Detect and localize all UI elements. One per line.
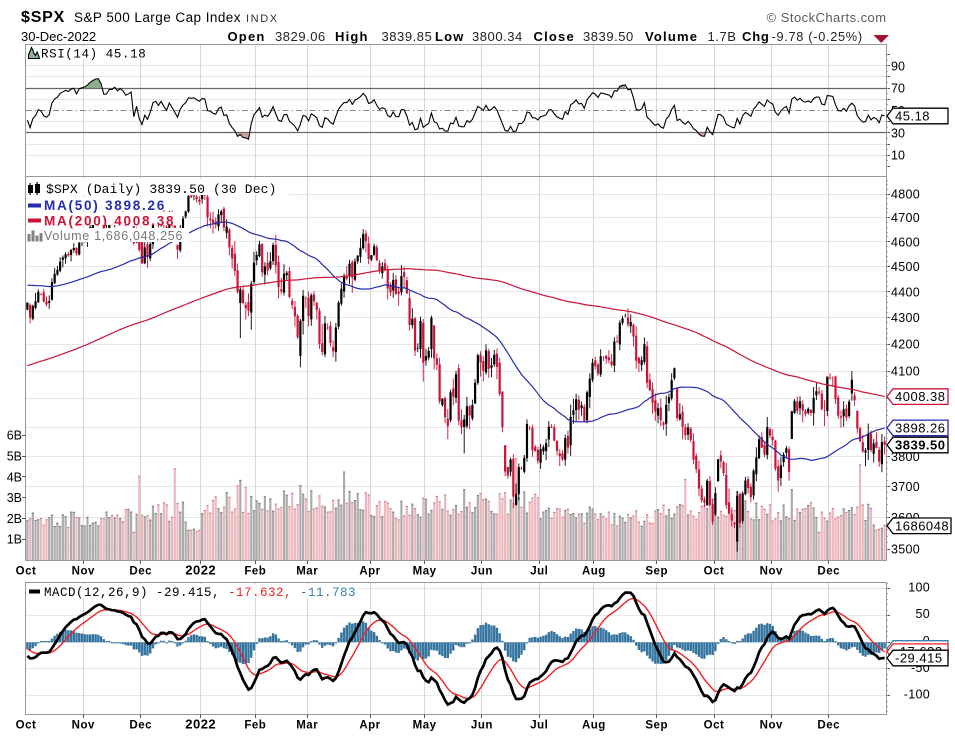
svg-text:4500: 4500 [891, 260, 920, 274]
svg-text:Oct: Oct [704, 720, 725, 732]
svg-text:70: 70 [891, 82, 905, 96]
svg-text:Mar: Mar [296, 720, 318, 732]
svg-text:2022: 2022 [185, 563, 216, 578]
svg-text:-9.78 (-0.25%): -9.78 (-0.25%) [772, 29, 863, 44]
svg-text:Nov: Nov [760, 720, 783, 732]
svg-text:Close: Close [534, 29, 575, 44]
svg-text:4300: 4300 [891, 311, 920, 325]
svg-text:Volume: Volume [645, 29, 698, 44]
svg-text:May: May [413, 566, 437, 578]
svg-text:Apr: Apr [359, 566, 380, 578]
svg-text:Jul: Jul [530, 720, 548, 732]
svg-text:Mar: Mar [296, 566, 318, 578]
svg-text:High: High [335, 29, 369, 44]
svg-text:4700: 4700 [891, 211, 920, 225]
svg-text:Dec: Dec [129, 566, 152, 578]
svg-text:4200: 4200 [891, 338, 920, 352]
svg-text:4008.38: 4008.38 [895, 389, 946, 404]
svg-text:Jul: Jul [530, 566, 548, 578]
svg-text:Nov: Nov [760, 566, 783, 578]
svg-text:3700: 3700 [891, 480, 920, 494]
svg-text:S&P 500 Large Cap Index: S&P 500 Large Cap Index [74, 10, 241, 25]
svg-text:6B: 6B [7, 429, 22, 443]
svg-text:90: 90 [891, 59, 905, 73]
svg-text:3500: 3500 [891, 543, 920, 557]
svg-text:Jun: Jun [471, 566, 493, 578]
svg-text:MA(200) 4008.38: MA(200) 4008.38 [44, 214, 175, 229]
svg-text:$SPX (Daily) 3839.50 (30 Dec): $SPX (Daily) 3839.50 (30 Dec) [46, 182, 277, 197]
svg-text:Apr: Apr [359, 720, 380, 732]
svg-text:3839.50: 3839.50 [895, 438, 946, 453]
svg-text:1.7B: 1.7B [708, 29, 737, 44]
svg-text:50: 50 [915, 607, 930, 621]
svg-text:Nov: Nov [72, 566, 95, 578]
svg-text:Feb: Feb [244, 566, 266, 578]
svg-text:3839.85: 3839.85 [382, 29, 433, 44]
svg-text:10: 10 [891, 149, 905, 163]
svg-text:4400: 4400 [891, 285, 920, 299]
svg-text:MA(50) 3898.26: MA(50) 3898.26 [44, 198, 166, 213]
svg-text:4100: 4100 [891, 365, 920, 379]
svg-text:Dec: Dec [817, 720, 840, 732]
svg-text:MACD(12,26,9) -29.415, -17.632: MACD(12,26,9) -29.415, -17.632, -11.783 [44, 586, 356, 600]
svg-text:Dec: Dec [129, 720, 152, 732]
svg-text:3839.50: 3839.50 [583, 29, 634, 44]
svg-text:Oct: Oct [16, 720, 37, 732]
svg-text:5B: 5B [7, 450, 22, 464]
svg-text:Sep: Sep [645, 720, 668, 732]
svg-text:3829.06: 3829.06 [275, 29, 326, 44]
svg-text:3800.34: 3800.34 [472, 29, 523, 44]
svg-text:Chg: Chg [742, 29, 770, 44]
svg-text:2B: 2B [7, 512, 22, 526]
svg-text:Nov: Nov [72, 720, 95, 732]
svg-text:-100: -100 [904, 688, 930, 702]
svg-text:100: 100 [908, 580, 930, 594]
svg-text:1B: 1B [7, 533, 22, 547]
svg-text:Open: Open [228, 29, 266, 44]
svg-text:$SPX: $SPX [21, 9, 65, 26]
svg-text:3898.26: 3898.26 [895, 420, 946, 435]
svg-text:3800: 3800 [891, 450, 920, 464]
svg-text:45.18: 45.18 [895, 109, 930, 124]
svg-text:Feb: Feb [244, 720, 266, 732]
svg-text:© StockCharts.com: © StockCharts.com [767, 10, 887, 25]
svg-text:-29.415: -29.415 [895, 651, 943, 666]
svg-text:3B: 3B [7, 491, 22, 505]
svg-text:Oct: Oct [704, 566, 725, 578]
svg-text:Low: Low [435, 29, 465, 44]
svg-text:30-Dec-2022: 30-Dec-2022 [21, 29, 96, 44]
svg-text:Volume 1,686,048,256: Volume 1,686,048,256 [44, 229, 183, 243]
svg-text:Dec: Dec [817, 566, 840, 578]
svg-text:Sep: Sep [645, 566, 668, 578]
svg-text:4800: 4800 [891, 188, 920, 202]
svg-text:30: 30 [891, 126, 905, 140]
svg-text:1686048: 1686048 [895, 518, 949, 533]
svg-text:Aug: Aug [582, 720, 606, 732]
svg-text:Aug: Aug [582, 566, 606, 578]
svg-text:RSI(14) 45.18: RSI(14) 45.18 [41, 48, 146, 62]
svg-text:4600: 4600 [891, 235, 920, 249]
svg-text:May: May [413, 720, 437, 732]
svg-text:4B: 4B [7, 470, 22, 484]
svg-text:Oct: Oct [16, 566, 37, 578]
svg-text:2022: 2022 [185, 717, 216, 732]
svg-text:INDX: INDX [246, 13, 279, 25]
svg-text:Jun: Jun [471, 720, 493, 732]
